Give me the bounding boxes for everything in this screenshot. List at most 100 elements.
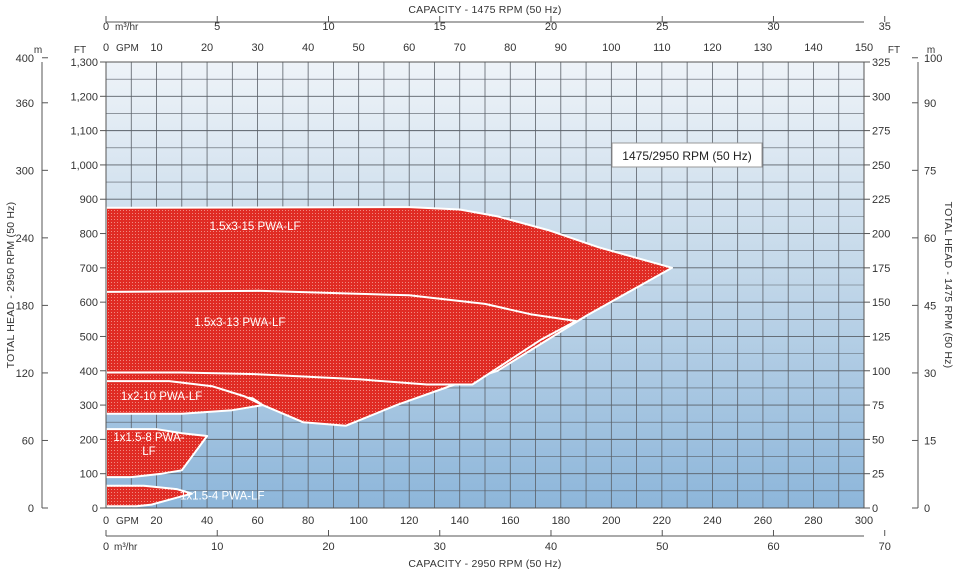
tick-label-ft-left: 100 [80,469,98,481]
tick-label-gpm-bottom: 280 [804,515,822,527]
title-left: TOTAL HEAD - 2950 RPM (50 Hz) [5,202,17,369]
tick-label-gpm-top: 80 [504,42,516,54]
tick-label-ft-left: 500 [80,331,98,343]
tick-label-gpm-top: 40 [302,42,314,54]
region-label: LF [142,446,155,458]
tick-label-gpm-top: 50 [353,42,365,54]
tick-label-ft-left: 200 [80,434,98,446]
tick-label-ft-right: 100 [872,366,890,378]
tick-label-ft-right: 300 [872,91,890,103]
region-label: 1x1.5-8 PWA- [113,432,184,444]
tick-label-gpm-bottom: 120 [400,515,418,527]
tick-label-gpm-bottom: 200 [602,515,620,527]
tick-label-m-left: 180 [16,300,34,312]
unit-bottom-m3hr: m³/hr [114,542,138,553]
tick-label-ft-left: 400 [80,366,98,378]
rpm-annotation-box [611,142,763,168]
rpm-annotation-text: 1475/2950 RPM (50 Hz) [622,149,751,163]
tick-label-gpm-bottom: 60 [251,515,263,527]
tick-label-m-right: 100 [924,53,942,65]
tick-label-m-left: 60 [22,435,34,447]
tick-label-m3hr-bottom: 10 [211,541,223,553]
tick-label-ft-right: 275 [872,126,890,138]
tick-label-gpm-top: 120 [703,42,721,54]
tick-label-gpm-top: 110 [653,42,671,54]
tick-label-m-right: 0 [924,503,930,515]
tick-label-gpm-bottom: 240 [703,515,721,527]
tick-label-m3hr-bottom: 60 [767,541,779,553]
tick-label-m-right: 60 [924,233,936,245]
tick-label-gpm-top: 130 [754,42,772,54]
tick-label-ft-right: 125 [872,331,890,343]
tick-label-ft-left: 0 [92,503,98,515]
tick-labels: 01002003004005006007008009001,0001,1001,… [16,16,942,553]
tick-label-gpm-top: 0 [103,42,109,54]
axes [41,21,919,537]
tick-label-gpm-bottom: 160 [501,515,519,527]
tick-label-ft-right: 175 [872,263,890,275]
tick-label-gpm-bottom: 0 [103,515,109,527]
tick-label-m3hr-top: 30 [767,21,779,33]
tick-label-gpm-top: 100 [602,42,620,54]
tick-label-gpm-top: 20 [201,42,213,54]
region-label: 1x2-10 PWA-LF [121,391,202,403]
plot-frame [105,61,865,509]
region-area [105,380,264,415]
tick-label-ft-left: 1,100 [70,126,98,138]
tick-label-m-left: 120 [16,368,34,380]
tick-label-ft-right: 50 [872,434,884,446]
tick-label-ft-right: 150 [872,297,890,309]
unit-left-ft: FT [74,45,86,56]
region-area [105,484,193,508]
tick-label-m3hr-top: 10 [322,21,334,33]
tick-label-m3hr-bottom: 50 [656,541,668,553]
tick-label-gpm-bottom: 80 [302,515,314,527]
unit-left-m: m [34,45,42,56]
tick-label-ft-right: 225 [872,194,890,206]
tick-label-ft-left: 600 [80,297,98,309]
title-top: CAPACITY - 1475 RPM (50 Hz) [408,4,561,16]
tick-label-gpm-top: 140 [804,42,822,54]
tick-label-gpm-bottom: 140 [451,515,469,527]
tick-label-gpm-top: 90 [555,42,567,54]
tick-label-m-left: 300 [16,165,34,177]
tick-label-m3hr-top: 0 [103,21,109,33]
tick-label-ft-left: 900 [80,194,98,206]
tick-label-m3hr-top: 15 [434,21,446,33]
tick-label-ft-left: 1,000 [70,160,98,172]
tick-label-m-right: 90 [924,98,936,110]
tick-label-m-left: 360 [16,98,34,110]
region-area [105,289,577,386]
tick-label-m-right: 15 [924,435,936,447]
tick-label-gpm-bottom: 220 [653,515,671,527]
tick-label-ft-left: 800 [80,229,98,241]
tick-label-m3hr-bottom: 30 [434,541,446,553]
tick-label-m-left: 400 [16,53,34,65]
tick-label-ft-right: 75 [872,400,884,412]
region-label: 1.5x3-13 PWA-LF [194,317,285,329]
pump-regions: 1.5x3-15 PWA-LF 1.5x3-13 PWA-LF 1x2-10 PWA… [105,206,673,508]
tick-label-gpm-bottom: 20 [150,515,162,527]
tick-label-m-right: 30 [924,368,936,380]
tick-label-gpm-top: 150 [855,42,873,54]
tick-label-ft-right: 200 [872,229,890,241]
tick-label-gpm-bottom: 180 [552,515,570,527]
tick-label-m3hr-top: 5 [214,21,220,33]
unit-top-gpm: GPM [116,43,139,54]
tick-label-gpm-top: 60 [403,42,415,54]
title-right: TOTAL HEAD - 1475 RPM (50 Hz) [942,202,954,369]
unit-right-m: m [927,45,935,56]
tick-label-ft-right: 0 [872,503,878,515]
tick-label-m3hr-bottom: 40 [545,541,557,553]
tick-label-m-left: 0 [28,503,34,515]
tick-label-ft-left: 1,300 [70,57,98,69]
region-label: 1x1.5-4 PWA-LF [180,490,265,502]
tick-label-ft-left: 1,200 [70,91,98,103]
tick-label-gpm-bottom: 300 [855,515,873,527]
tick-label-ft-right: 250 [872,160,890,172]
tick-label-gpm-bottom: 260 [754,515,772,527]
unit-right-ft: FT [888,45,900,56]
region-area [105,428,209,479]
tick-label-m-right: 75 [924,165,936,177]
